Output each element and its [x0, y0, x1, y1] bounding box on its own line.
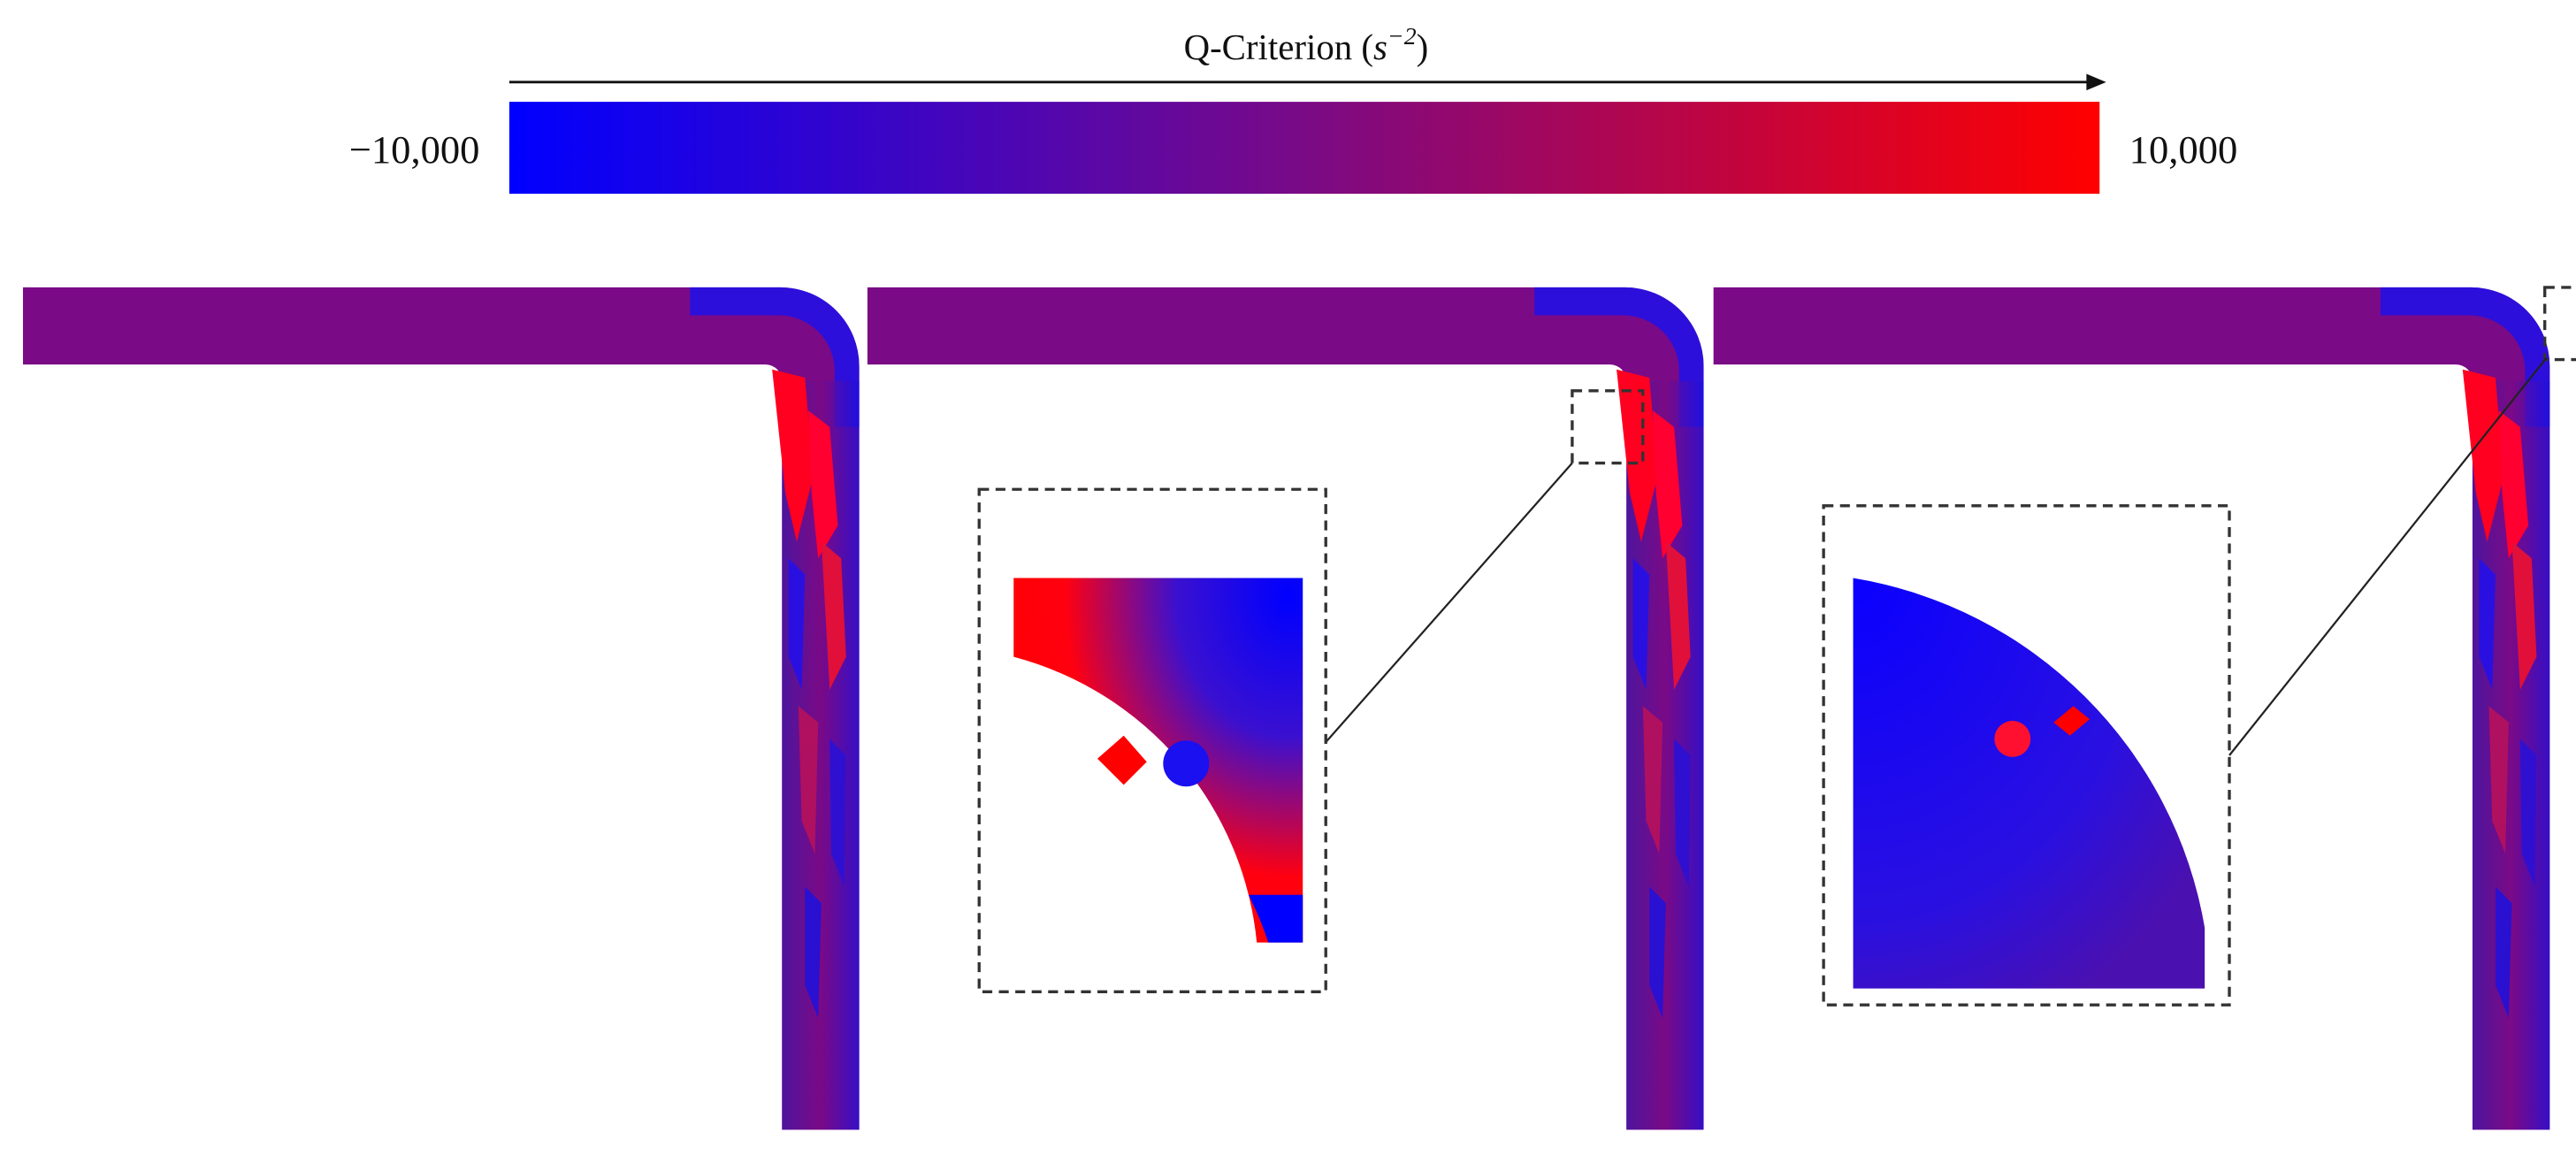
- arrow-head: [2086, 73, 2106, 91]
- inset-feature: [1994, 721, 2031, 757]
- pipe-snapshot: [23, 287, 860, 1130]
- inset-feature: [1163, 740, 1210, 787]
- colorbar-min-label: −10,000: [349, 127, 480, 172]
- zoom-link: [2228, 357, 2548, 756]
- unit-exponent: −2: [1387, 23, 1417, 50]
- inset-feature: [1248, 894, 1303, 943]
- title-suffix: ): [1417, 27, 1429, 67]
- inset-frame: [977, 487, 1327, 994]
- colorbar-max-label: 10,000: [2129, 127, 2238, 172]
- inset-feature: [2053, 706, 2091, 736]
- pipe-snapshot: [1713, 287, 2550, 1130]
- inset-frame: [1822, 504, 2231, 1007]
- inset-field: [1013, 578, 1303, 943]
- zoom-region: [2543, 286, 2576, 362]
- title-prefix: Q-Criterion (: [1184, 27, 1373, 67]
- zoom-region: [1571, 389, 1645, 465]
- colorbar-title: Q-Criterion (s−2): [1184, 23, 1429, 67]
- zoom-link: [1325, 462, 1573, 743]
- unit-symbol: s: [1373, 27, 1387, 67]
- colorbar: [508, 102, 2100, 195]
- inset-feature: [1097, 735, 1147, 785]
- inset-field: [1853, 578, 2205, 989]
